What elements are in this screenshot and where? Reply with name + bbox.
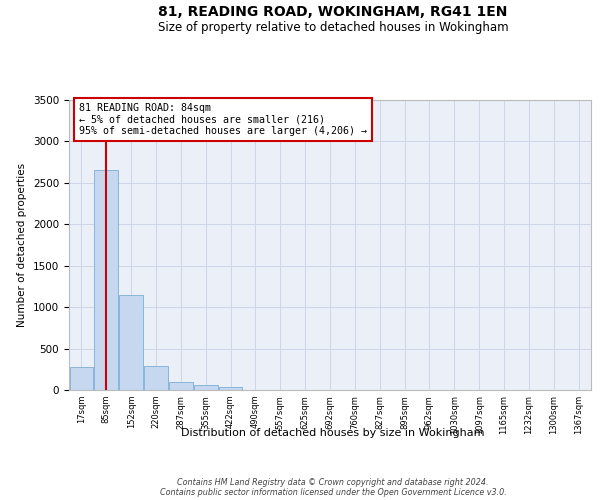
Bar (70, 367, 93, 390)
Bar (194, 385, 218, 390)
Text: Size of property relative to detached houses in Wokingham: Size of property relative to detached ho… (158, 21, 508, 34)
Y-axis label: Number of detached properties: Number of detached properties (17, 163, 28, 327)
Bar (169, 382, 193, 390)
Bar (144, 366, 168, 390)
Text: Contains HM Land Registry data © Crown copyright and database right 2024.
Contai: Contains HM Land Registry data © Crown c… (160, 478, 506, 497)
Bar (119, 294, 143, 390)
Text: 81, READING ROAD, WOKINGHAM, RG41 1EN: 81, READING ROAD, WOKINGHAM, RG41 1EN (158, 6, 508, 20)
Bar (219, 387, 242, 390)
Bar (94, 170, 118, 390)
Text: 81 READING ROAD: 84sqm
← 5% of detached houses are smaller (216)
95% of semi-det: 81 READING ROAD: 84sqm ← 5% of detached … (79, 103, 367, 136)
Text: Distribution of detached houses by size in Wokingham: Distribution of detached houses by size … (181, 428, 485, 438)
